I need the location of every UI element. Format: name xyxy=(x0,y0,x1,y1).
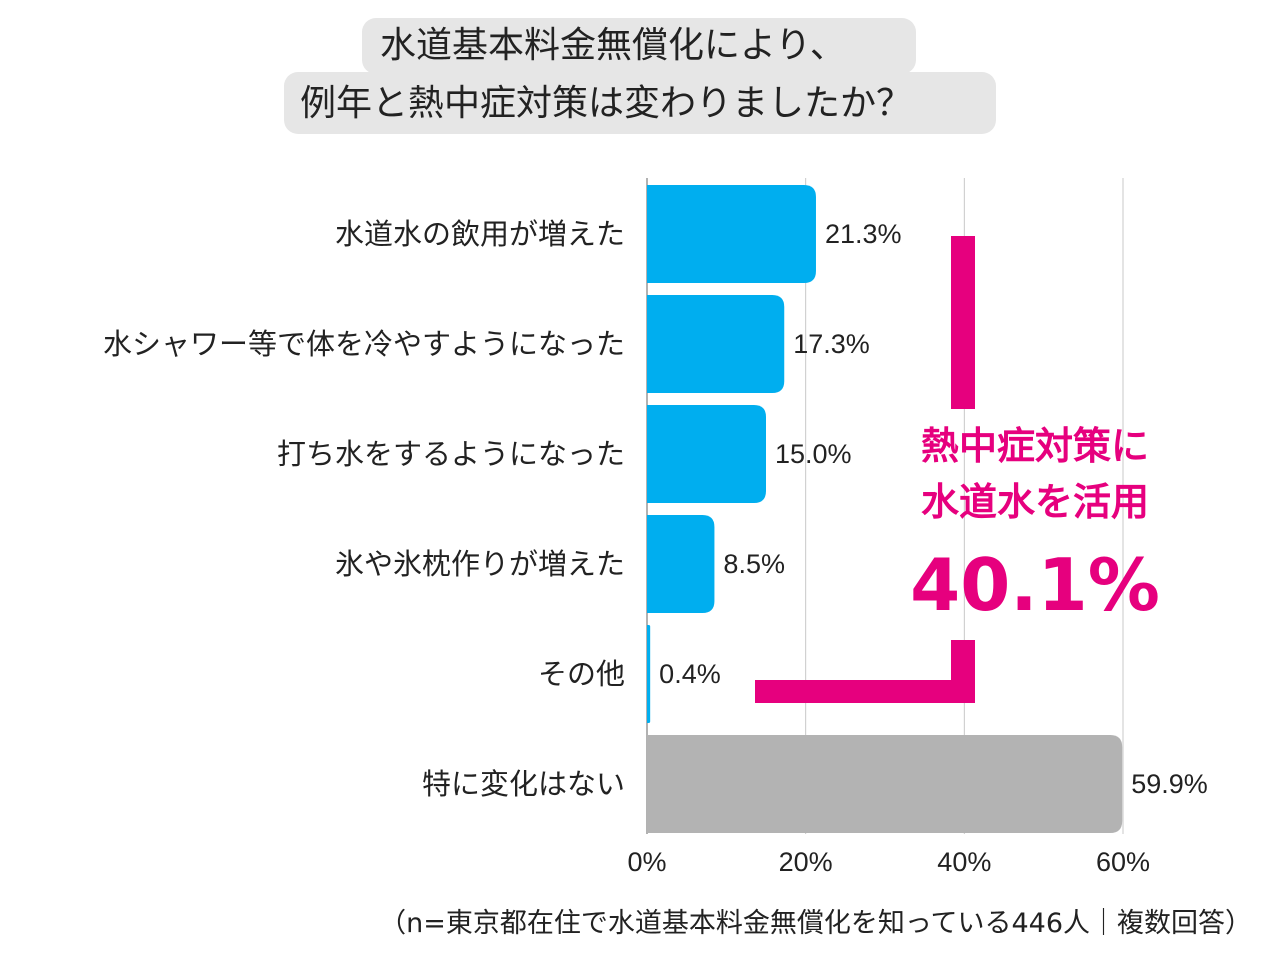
chart-title-line1: 水道基本料金無償化により、 xyxy=(380,25,846,66)
category-label: その他 xyxy=(538,657,625,691)
value-label: 21.3% xyxy=(825,219,902,249)
chart-title-line2: 例年と熱中症対策は変わりましたか？ xyxy=(300,83,913,124)
callout-line1: 熱中症対策に xyxy=(920,424,1149,468)
value-label: 59.9% xyxy=(1131,769,1208,799)
title-background xyxy=(362,18,916,74)
bar xyxy=(647,625,651,723)
title-background-line2 xyxy=(284,72,996,134)
category-label: 水シャワー等で体を冷やすようになった xyxy=(103,327,625,361)
x-tick-label: 60% xyxy=(1096,847,1150,877)
value-label: 0.4% xyxy=(659,659,721,689)
x-tick-label: 20% xyxy=(779,847,833,877)
bar xyxy=(647,735,1123,833)
value-label: 17.3% xyxy=(793,329,870,359)
x-tick-label: 40% xyxy=(937,847,991,877)
value-label: 8.5% xyxy=(723,549,785,579)
value-label: 15.0% xyxy=(775,439,852,469)
bar xyxy=(647,405,766,503)
x-tick-label: 0% xyxy=(627,847,666,877)
category-label: 打ち水をするようになった xyxy=(277,437,625,471)
callout-line2: 水道水を活用 xyxy=(920,480,1149,524)
x-axis-tick-labels: 0% 20% 40% 60% xyxy=(627,847,1150,877)
bars xyxy=(647,185,1123,833)
category-label: 氷や氷枕作りが増えた xyxy=(335,547,625,581)
callout-value: 40.1% xyxy=(910,543,1160,627)
category-label: 特に変化はない xyxy=(422,767,625,801)
grid-lines xyxy=(646,178,1124,834)
bar xyxy=(647,295,785,393)
category-labels: 水道水の飲用が増えた水シャワー等で体を冷やすようになった打ち水をするようになった… xyxy=(103,217,625,801)
bar xyxy=(647,515,715,613)
bar xyxy=(647,185,816,283)
callout-bracket xyxy=(755,236,975,703)
category-label: 水道水の飲用が増えた xyxy=(335,217,625,251)
bracket-top-segment xyxy=(951,236,975,409)
bracket-bottom-horizontal xyxy=(755,680,975,703)
value-labels: 21.3% 17.3% 15.0% 8.5% 0.4% 59.9% xyxy=(659,219,1208,799)
footnote: （n=東京都在住で水道基本料金無償化を知っている446人｜複数回答） xyxy=(379,908,1252,939)
